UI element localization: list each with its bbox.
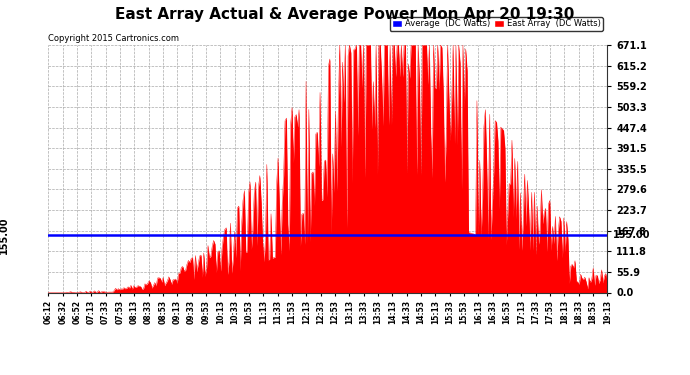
Text: 155.00: 155.00 [613,230,650,240]
Text: East Array Actual & Average Power Mon Apr 20 19:30: East Array Actual & Average Power Mon Ap… [115,8,575,22]
Text: Copyright 2015 Cartronics.com: Copyright 2015 Cartronics.com [48,33,179,42]
Legend: Average  (DC Watts), East Array  (DC Watts): Average (DC Watts), East Array (DC Watts… [390,17,603,31]
Text: 155.00: 155.00 [0,217,9,254]
